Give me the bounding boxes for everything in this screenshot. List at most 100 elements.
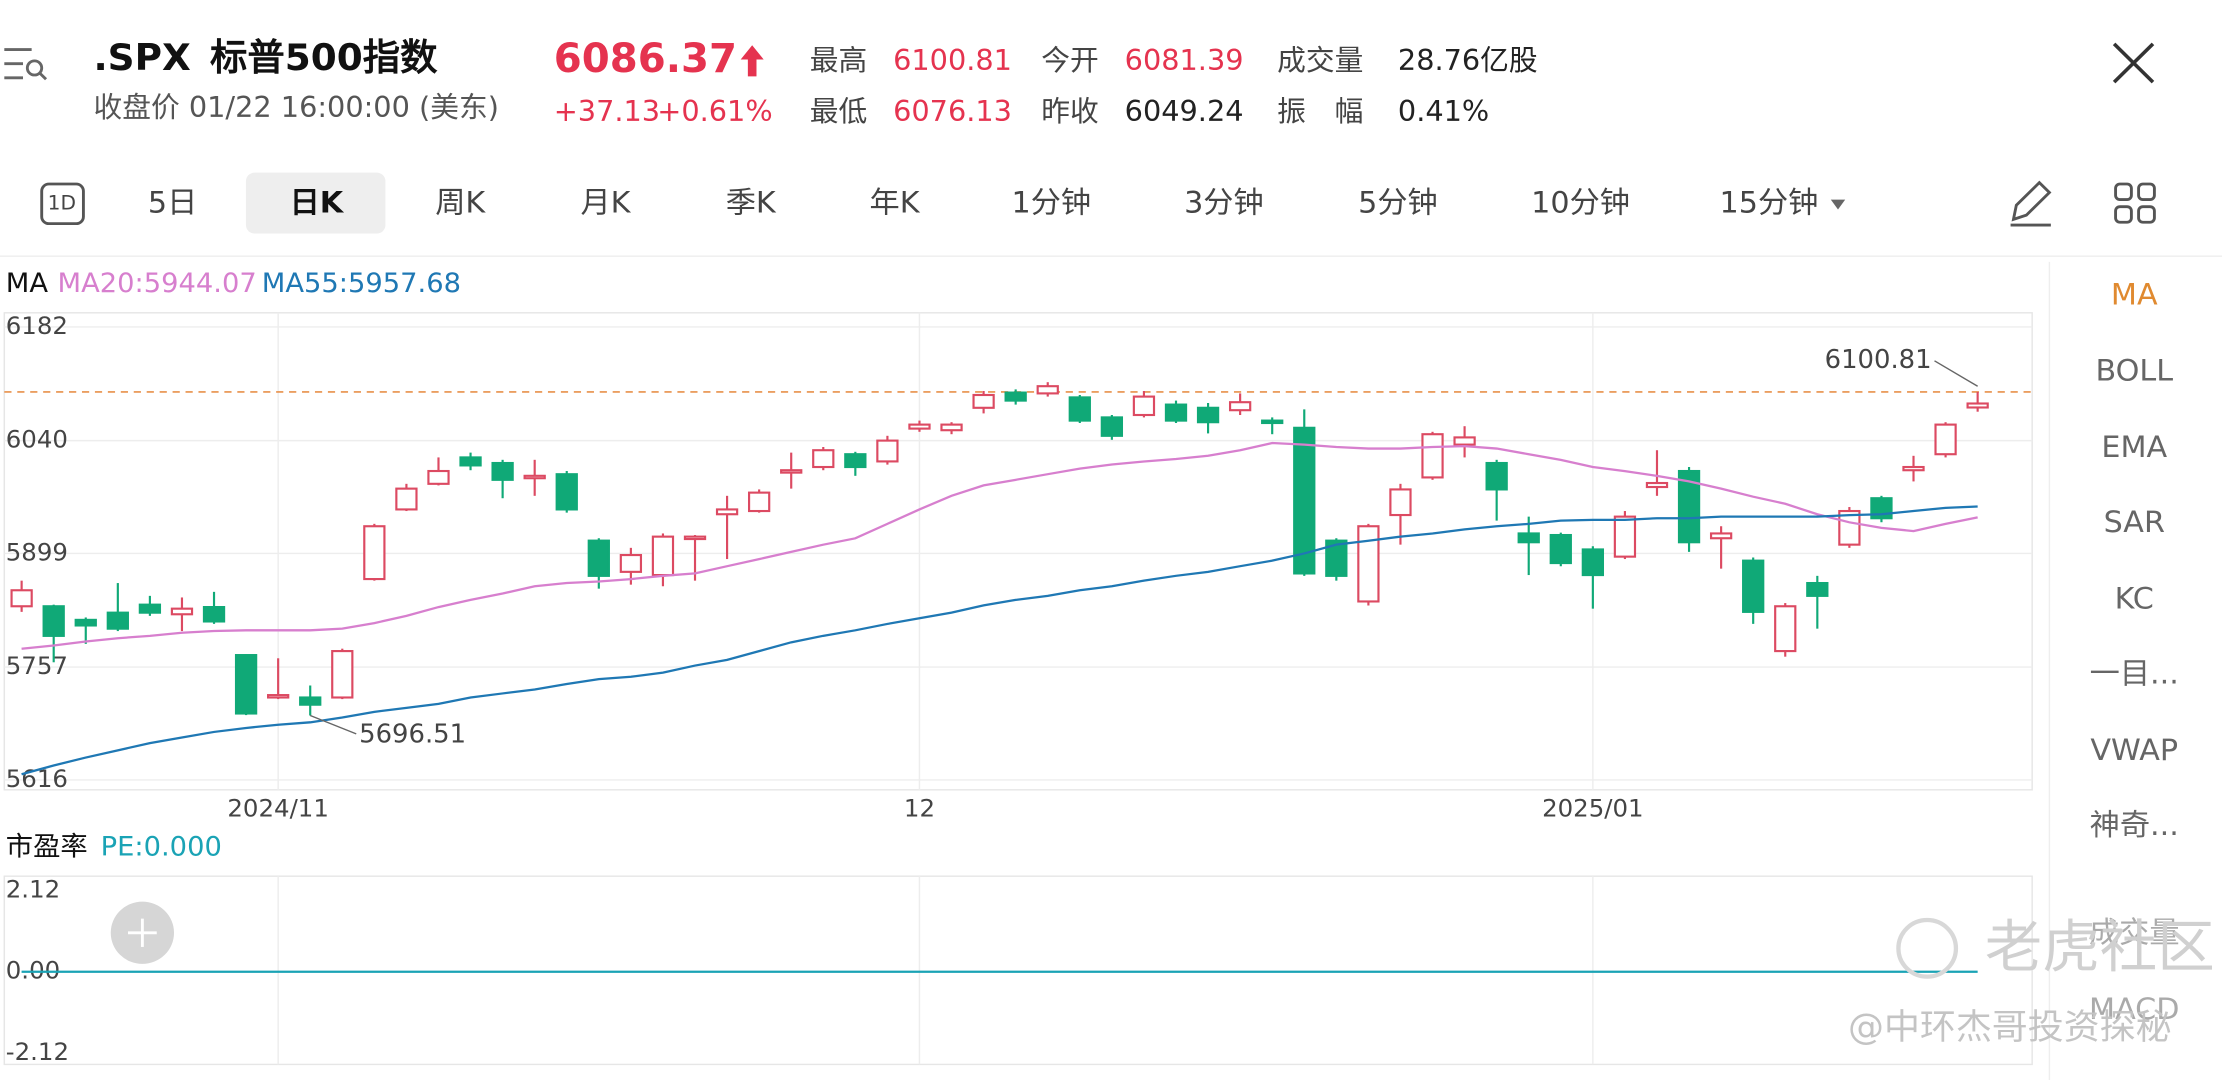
indicator[interactable]: 一目... bbox=[2090, 657, 2179, 692]
pe-plot-frame bbox=[3, 875, 2033, 1066]
candle-body bbox=[459, 456, 482, 467]
indicator[interactable]: BOLL bbox=[2095, 354, 2173, 389]
close-button[interactable] bbox=[2112, 42, 2155, 84]
legend-entry: MA55:5957.68 bbox=[262, 268, 461, 299]
stat-label: 成交量 bbox=[1277, 44, 1363, 77]
candle-body bbox=[1517, 532, 1540, 544]
legend-title: MA bbox=[6, 268, 49, 299]
candle-body bbox=[780, 469, 803, 474]
tab[interactable]: 5分钟 bbox=[1358, 185, 1438, 220]
legend-entry: MA20:5944.07 bbox=[58, 268, 257, 299]
indicator[interactable]: KC bbox=[2115, 582, 2154, 617]
indicator[interactable]: EMA bbox=[2101, 430, 2167, 465]
candle-body bbox=[170, 607, 194, 616]
candle-body bbox=[1325, 539, 1348, 577]
candle-body bbox=[1677, 469, 1701, 544]
price-change: +37.13 bbox=[554, 95, 660, 128]
candle-body bbox=[1485, 461, 1508, 491]
candle-body bbox=[1581, 548, 1605, 577]
candle-body bbox=[1132, 395, 1156, 417]
tab[interactable]: 年K bbox=[870, 185, 921, 220]
tab[interactable]: 15分钟 bbox=[1720, 185, 1819, 220]
indicator[interactable]: MACD bbox=[2089, 992, 2180, 1027]
candle-body bbox=[651, 535, 675, 577]
candle-body bbox=[106, 611, 129, 630]
candle-body bbox=[908, 423, 931, 430]
watermark-brand: 老虎社区 bbox=[1985, 915, 2215, 980]
layout-icon[interactable] bbox=[2114, 182, 2156, 224]
indicator[interactable]: 成交量 bbox=[2089, 916, 2180, 951]
candle-body bbox=[1421, 433, 1444, 479]
candle-body bbox=[234, 654, 258, 715]
tab[interactable]: 季K bbox=[726, 185, 777, 220]
stat-label: 今开 bbox=[1041, 44, 1098, 77]
legend-entry: PE:0.000 bbox=[101, 831, 222, 862]
candle-body bbox=[523, 474, 546, 480]
tab[interactable]: 周K bbox=[435, 185, 486, 220]
candle-body bbox=[10, 589, 33, 608]
candle-body bbox=[1261, 419, 1284, 425]
stat-value: 6076.13 bbox=[893, 95, 1012, 128]
candle-body bbox=[299, 696, 322, 706]
y-tick-label: 5616 bbox=[6, 764, 68, 793]
add-icon bbox=[127, 918, 157, 947]
low-label: 5696.51 bbox=[359, 720, 466, 750]
y-tick-label: 5757 bbox=[6, 651, 68, 680]
indicator[interactable]: VWAP bbox=[2090, 733, 2178, 768]
candle-body bbox=[1068, 396, 1091, 422]
y-tick-label: 6040 bbox=[6, 425, 68, 454]
stat-label: 最低 bbox=[810, 95, 867, 128]
y-tick-label: 6182 bbox=[6, 311, 68, 340]
candle-body bbox=[331, 650, 354, 699]
tab[interactable]: 5日 bbox=[148, 185, 197, 220]
candle-body bbox=[1036, 385, 1059, 395]
candle-body bbox=[1742, 559, 1765, 613]
candle-body bbox=[747, 491, 771, 513]
stat-label: 最高 bbox=[810, 44, 867, 77]
tab[interactable]: 月K bbox=[580, 185, 631, 220]
candle-body bbox=[587, 539, 610, 577]
tab[interactable]: 1分钟 bbox=[1012, 185, 1092, 220]
candle-body bbox=[1709, 532, 1733, 540]
candle-body bbox=[1357, 525, 1380, 603]
candle-body bbox=[42, 605, 65, 637]
candle-body bbox=[363, 525, 386, 581]
stat-value: 28.76亿股 bbox=[1398, 44, 1538, 77]
candle-body bbox=[427, 469, 450, 485]
candle-body bbox=[267, 694, 290, 699]
watermark-author: @中环杰哥投资探秘 bbox=[1848, 1007, 2171, 1048]
y-tick-label: 5899 bbox=[6, 538, 68, 567]
y-tick-label: 0.00 bbox=[6, 956, 60, 985]
indicator[interactable]: SAR bbox=[2104, 505, 2165, 540]
candle-body bbox=[1164, 403, 1188, 422]
tab[interactable]: 日K bbox=[290, 185, 345, 220]
tab[interactable]: 10分钟 bbox=[1531, 185, 1630, 220]
candle-body bbox=[1453, 436, 1476, 446]
indicator[interactable]: MA bbox=[2111, 277, 2158, 312]
main-plot-frame bbox=[3, 312, 2033, 791]
y-tick-label: -2.12 bbox=[6, 1037, 69, 1066]
last-price: 6086.37 bbox=[554, 36, 737, 82]
high-label: 6100.81 bbox=[1825, 345, 1932, 375]
tab[interactable]: 1D bbox=[48, 190, 76, 214]
x-tick-label: 12 bbox=[904, 794, 935, 823]
indicator[interactable]: 神奇... bbox=[2090, 808, 2179, 843]
menu-icon[interactable] bbox=[4, 48, 48, 81]
candle-body bbox=[812, 449, 835, 469]
tab-icon-frame bbox=[40, 182, 85, 226]
candle-body bbox=[876, 439, 899, 463]
tab[interactable]: 3分钟 bbox=[1184, 185, 1264, 220]
candle-body bbox=[1613, 515, 1637, 558]
stat-label: 振 幅 bbox=[1277, 95, 1363, 128]
candle-body bbox=[1100, 416, 1124, 437]
candle-body bbox=[683, 535, 707, 541]
candle-body bbox=[1806, 581, 1829, 597]
candle-body bbox=[1902, 465, 1925, 472]
draw-icon[interactable] bbox=[2010, 180, 2052, 227]
candle-body bbox=[1196, 406, 1220, 424]
stat-label: 昨收 bbox=[1041, 95, 1098, 128]
watermark-logo bbox=[1896, 917, 1959, 979]
candle-body bbox=[1293, 426, 1316, 575]
